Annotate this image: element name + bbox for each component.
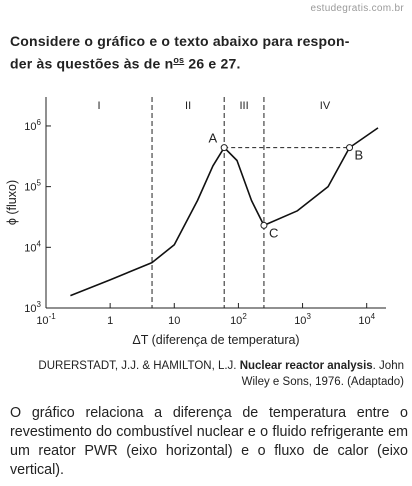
region-label: II — [185, 100, 191, 112]
tick-base: 10 — [36, 315, 48, 327]
tick-exponent: 4 — [371, 312, 376, 321]
tick-label: 102 — [230, 312, 247, 327]
heading: Considere o gráfico e o texto abaixo par… — [10, 32, 405, 74]
heading-text: 26 e 27. — [184, 55, 241, 72]
tick-base: 10 — [24, 121, 36, 133]
tick-exponent: -1 — [49, 312, 57, 321]
tick-base: 10 — [24, 182, 36, 194]
tick-label: 10 — [168, 315, 180, 327]
paragraph: O gráfico relaciona a diferença de tempe… — [10, 405, 408, 478]
watermark: estudegratis.com.br — [310, 3, 404, 14]
tick-base: 10 — [24, 242, 36, 254]
tick-base: 10 — [358, 315, 370, 327]
tick-exponent: 3 — [37, 300, 42, 309]
x-axis-label: ΔT (diferença de temperatura) — [132, 333, 299, 347]
heading-text: Considere o gráfico e o texto abaixo par… — [10, 33, 350, 49]
tick-label: 104 — [358, 312, 375, 327]
tick-label: 106 — [24, 118, 41, 133]
tick-label: 103 — [24, 300, 41, 315]
region-label: III — [239, 100, 248, 112]
tick-exponent: 3 — [306, 312, 311, 321]
tick-label: 104 — [24, 239, 41, 254]
tick-exponent: 6 — [37, 118, 42, 127]
point-label: B — [355, 148, 364, 163]
heading-sup: os — [173, 55, 185, 65]
tick-base: 10 — [24, 303, 36, 315]
region-label: I — [97, 100, 100, 112]
citation-rest: . John Wiley e Sons, 1976. (Adaptado) — [241, 360, 404, 388]
tick-label: 105 — [24, 179, 41, 194]
tick-base: 10 — [294, 315, 306, 327]
curve — [70, 127, 379, 297]
point — [346, 144, 354, 152]
citation-authors: DURERSTADT, J.J. & HAMILTON, L.J. — [38, 360, 240, 372]
point — [260, 221, 268, 229]
citation: DURERSTADT, J.J. & HAMILTON, L.J. Nuclea… — [14, 358, 404, 390]
citation-title: Nuclear reactor analysis — [239, 360, 373, 372]
point — [220, 144, 228, 152]
heading-text: der às questões às de n — [10, 55, 174, 72]
region-label: IV — [320, 100, 331, 112]
tick-exponent: 5 — [37, 179, 42, 188]
point-label: A — [209, 131, 218, 146]
tick-base: 10 — [230, 315, 242, 327]
tick-exponent: 2 — [242, 312, 247, 321]
point-label: C — [269, 225, 278, 240]
tick-label: 103 — [294, 312, 311, 327]
y-axis-label: ϕ (fluxo) — [5, 180, 19, 225]
tick-label: 10-1 — [36, 312, 56, 327]
tick-exponent: 4 — [37, 239, 42, 248]
tick-label: 1 — [107, 315, 113, 327]
